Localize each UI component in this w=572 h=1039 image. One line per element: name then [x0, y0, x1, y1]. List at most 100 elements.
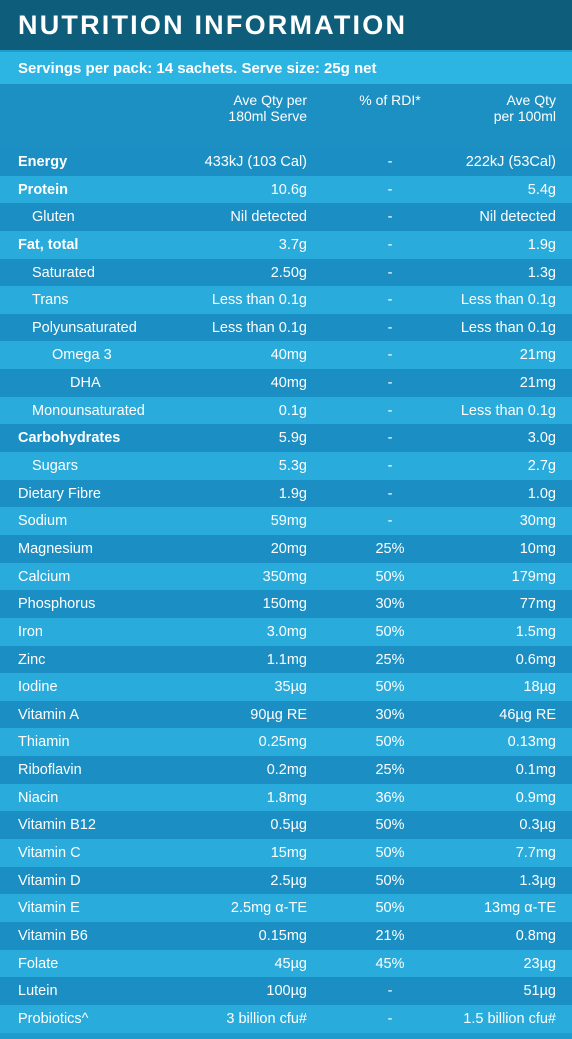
per-100ml: 7.7mg [515, 845, 556, 862]
serve-qty: 0.5µg [270, 817, 307, 834]
serve-qty: 150mg [262, 596, 307, 613]
header: NUTRITION INFORMATION [0, 0, 572, 50]
serve-qty: 15mg [270, 845, 307, 862]
serve-qty: 350mg [262, 568, 307, 585]
rdi: 25% [375, 540, 405, 557]
nutrient-name: Monounsaturated [32, 402, 145, 419]
serve-qty: 1.9g [278, 485, 307, 502]
serve-qty: Less than 0.1g [211, 292, 307, 309]
nutrient-row: Vitamin E 2.5mg α-TE 50% 13mg α-TE [0, 894, 572, 922]
rdi: - [387, 236, 393, 253]
rdi: 50% [375, 679, 405, 696]
per-100ml: 1.0g [527, 485, 556, 502]
nutrient-name: Polyunsaturated [32, 319, 137, 336]
nutrient-name: Thiamin [18, 734, 70, 751]
serve-qty: 2.5mg α-TE [230, 900, 307, 917]
nutrient-name: Niacin [18, 789, 59, 806]
per-100ml: 51µg [523, 983, 556, 1000]
rdi: 50% [375, 734, 405, 751]
nutrient-name: Vitamin E [18, 900, 80, 917]
nutrient-row: Folate 45µg 45% 23µg [0, 949, 572, 978]
rdi: 50% [375, 845, 405, 862]
column-heading: Ave Qty per 180ml Serve [228, 92, 307, 124]
heading-line: % of RDI* [359, 92, 421, 108]
nutrient-row: Vitamin A 90µg RE 30% 46µg RE [0, 700, 572, 729]
per-100ml: 179mg [511, 568, 556, 585]
rdi: - [387, 209, 393, 226]
nutrient-row: Calcium 350mg 50% 179mg [0, 562, 572, 591]
nutrient-name: Gluten [32, 209, 75, 226]
nutrient-name: Trans [32, 292, 69, 309]
rdi: - [387, 1010, 393, 1027]
nutrient-row: Polyunsaturated Less than 0.1g - Less than … [0, 313, 572, 342]
nutrient-row: Lutein 100µg - 51µg [0, 977, 572, 1005]
rdi: - [387, 513, 393, 530]
nutrient-name: Zinc [18, 651, 46, 668]
serve-qty: 35µg [274, 679, 307, 696]
per-100ml: 5.4g [527, 181, 556, 198]
nutrient-row: Probiotics^ 3 billion cfu# - 1.5 billion cf… [0, 1004, 572, 1033]
serve-qty: 0.1g [278, 402, 307, 419]
nutrient-name: Calcium [18, 568, 71, 585]
per-100ml: 21mg [519, 347, 556, 364]
nutrient-row: Phosphorus 150mg 30% 77mg [0, 590, 572, 618]
nutrient-name: Lutein [18, 983, 58, 1000]
per-100ml: 18µg [523, 679, 556, 696]
serve-qty: 3.0mg [266, 623, 307, 640]
nutrient-row: Vitamin B12 0.5µg 50% 0.3µg [0, 811, 572, 840]
per-100ml: Less than 0.1g [460, 319, 556, 336]
nutrient-name: Vitamin B6 [18, 927, 88, 944]
column-heading: Ave Qty per 100ml [494, 92, 556, 124]
nutrient-name: Fat, total [18, 236, 79, 253]
nutrient-row: Saturated 2.50g - 1.3g [0, 258, 572, 287]
serve-qty: Nil detected [230, 209, 307, 226]
serve-qty: 1.1mg [266, 651, 307, 668]
heading-line: per 100ml [493, 108, 556, 124]
rdi: - [387, 430, 393, 447]
rdi: - [387, 983, 393, 1000]
nutrient-name: Dietary Fibre [18, 485, 101, 502]
serve-qty: Less than 0.1g [211, 319, 307, 336]
nutrient-name: Riboflavin [18, 762, 82, 779]
serve-qty: 40mg [270, 375, 307, 392]
nutrient-name: Vitamin B12 [18, 817, 96, 834]
heading-line: Ave Qty [506, 92, 556, 108]
servings-bar: Servings per pack: 14 sachets. Serve siz… [0, 52, 572, 84]
per-100ml: Less than 0.1g [460, 292, 556, 309]
nutrient-row: Omega 3 40mg - 21mg [0, 341, 572, 370]
per-100ml: 1.9g [527, 236, 556, 253]
rdi: 25% [375, 651, 405, 668]
serve-qty: 3 billion cfu# [226, 1010, 307, 1027]
serve-qty: 45µg [274, 955, 307, 972]
per-100ml: 0.13mg [507, 734, 556, 751]
per-100ml: Less than 0.1g [460, 402, 556, 419]
rdi: 50% [375, 872, 405, 889]
rdi: 50% [375, 817, 405, 834]
per-100ml: 1.3µg [519, 872, 556, 889]
nutrient-name: Magnesium [18, 540, 93, 557]
serve-qty: 90µg RE [250, 706, 307, 723]
rdi: 36% [375, 789, 405, 806]
rdi: - [387, 375, 393, 392]
nutrient-name: Saturated [32, 264, 95, 281]
nutrient-row: Magnesium 20mg 25% 10mg [0, 534, 572, 563]
nutrient-row: Monounsaturated 0.1g - Less than 0.1g [0, 396, 572, 425]
rdi: - [387, 181, 393, 198]
serve-qty: 3.7g [278, 236, 307, 253]
rdi: 50% [375, 623, 405, 640]
nutrient-row: Zinc 1.1mg 25% 0.6mg [0, 645, 572, 674]
serve-qty: 0.15mg [258, 927, 307, 944]
serve-qty: 20mg [270, 540, 307, 557]
nutrient-name: Carbohydrates [18, 430, 121, 447]
rdi: 30% [375, 706, 405, 723]
nutrient-row: Gluten Nil detected - Nil detected [0, 203, 572, 231]
nutrient-row: Carbohydrates 5.9g - 3.0g [0, 424, 572, 453]
nutrient-row: Niacin 1.8mg 36% 0.9mg [0, 783, 572, 812]
rdi: 30% [375, 596, 405, 613]
column-header: Ave Qty per 180ml Serve % of RDI* Ave Qty pe… [0, 84, 572, 148]
serve-qty: 2.50g [270, 264, 307, 281]
nutrient-row: Sodium 59mg - 30mg [0, 507, 572, 535]
nutrient-name: Iodine [18, 679, 58, 696]
serve-qty: 5.3g [278, 458, 307, 475]
